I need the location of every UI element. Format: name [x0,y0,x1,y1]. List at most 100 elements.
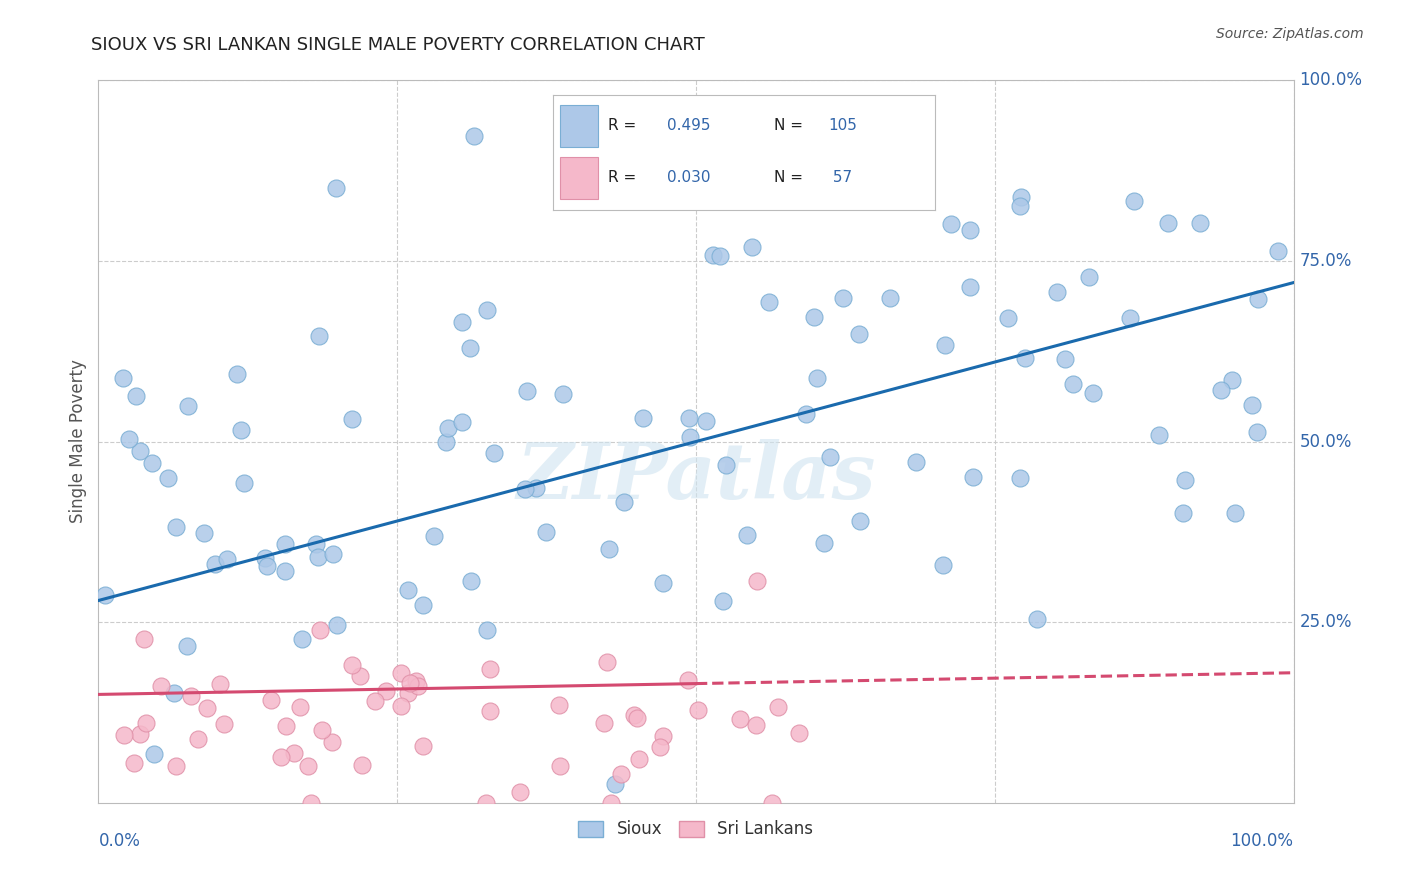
Point [165,758,187,772]
Point [270,750,292,764]
Point [548,698,571,713]
Point [1010,199,1032,213]
Point [193,525,215,540]
Point [399,676,422,690]
Point [122,756,145,770]
Point [747,574,769,589]
Point [396,686,419,700]
Point [1171,506,1194,520]
Point [475,303,498,318]
Point [460,574,482,588]
Point [231,423,253,437]
Point [322,547,344,561]
Point [458,342,481,356]
Point [997,311,1019,326]
Point [412,598,434,612]
Point [818,450,841,464]
Point [128,443,150,458]
Text: 50.0%: 50.0% [1299,433,1353,450]
Point [225,368,247,382]
Point [959,222,981,236]
Point [150,679,173,693]
Point [1174,473,1197,487]
Text: SIOUX VS SRI LANKAN SINGLE MALE POVERTY CORRELATION CHART: SIOUX VS SRI LANKAN SINGLE MALE POVERTY … [91,36,706,54]
Point [803,310,825,325]
Point [1046,285,1069,299]
Point [374,684,396,698]
Point [451,415,474,429]
Point [714,458,737,472]
Point [613,495,636,509]
Point [405,674,427,689]
Point [350,758,373,772]
Point [1025,612,1047,626]
Point [475,796,498,810]
Point [934,337,956,351]
Point [513,483,536,497]
Point [652,729,675,743]
Point [702,248,724,262]
Point [391,665,413,680]
Point [745,717,768,731]
Point [412,739,434,753]
Point [274,537,297,551]
Point [288,699,311,714]
Point [321,735,343,749]
Point [340,412,363,426]
Point [305,536,328,550]
Point [678,673,700,687]
Point [1189,216,1212,230]
Point [534,524,557,539]
Point [728,712,751,726]
Point [1223,506,1246,520]
Point [176,640,198,654]
Point [627,751,650,765]
Point [187,732,209,747]
Point [796,408,818,422]
Text: ZIPatlas: ZIPatlas [516,440,876,516]
Point [396,583,419,598]
Point [1147,428,1170,442]
Point [1222,373,1244,387]
Point [761,796,783,810]
Point [217,552,239,566]
Point [260,693,283,707]
Point [679,429,702,443]
Y-axis label: Single Male Poverty: Single Male Poverty [69,359,87,524]
Point [610,767,633,781]
Point [326,618,349,632]
Point [307,550,329,565]
Point [176,399,198,413]
Point [308,328,330,343]
Point [112,728,135,742]
Point [233,476,256,491]
Point [879,291,901,305]
Point [128,727,150,741]
Point [593,716,616,731]
Point [254,550,277,565]
Point [204,558,226,572]
Point [623,708,645,723]
Point [598,541,620,556]
Point [325,181,347,195]
Point [813,536,835,550]
Point [274,564,297,578]
Text: 0.0%: 0.0% [98,831,141,850]
Point [156,471,179,485]
Point [678,410,700,425]
Point [180,689,202,703]
Point [1246,292,1268,306]
Point [482,446,505,460]
Point [695,414,717,428]
Point [648,739,671,754]
Point [423,529,446,543]
Point [801,189,824,203]
Point [939,217,962,231]
Point [932,558,955,573]
Point [600,796,623,810]
Point [551,387,574,401]
Point [477,623,499,637]
Point [165,519,187,533]
Point [848,326,870,341]
Point [142,747,165,761]
